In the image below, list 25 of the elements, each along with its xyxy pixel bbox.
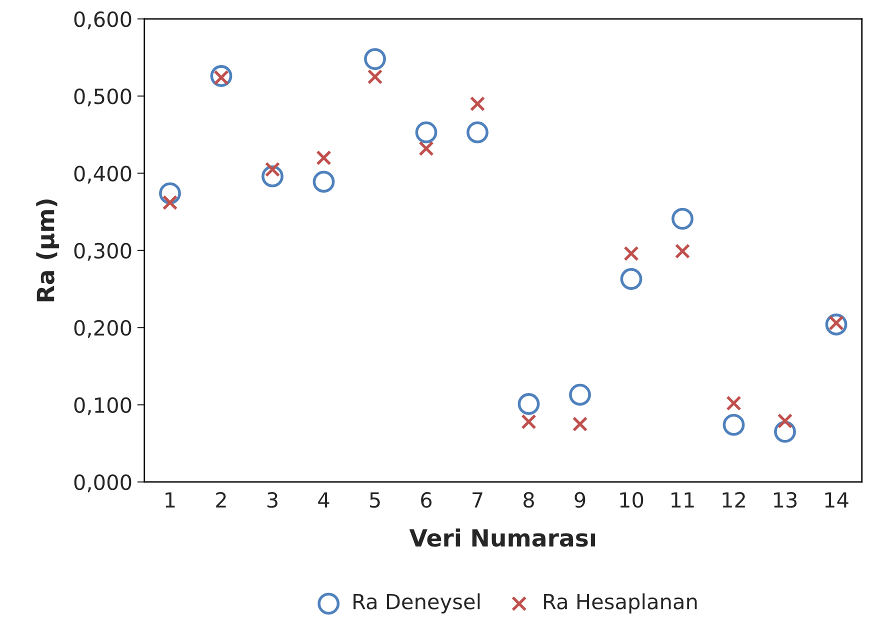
x-tick-label: 12	[722, 492, 745, 508]
x-axis-title: Veri Numarası	[409, 528, 596, 547]
x-tick-label: 2	[216, 492, 226, 508]
x-tick-label: 10	[620, 492, 644, 508]
x-tick-label: 13	[774, 492, 797, 508]
x-tick-label: 6	[421, 492, 432, 508]
x-tick-label: 3	[267, 492, 278, 508]
x-tick-label: 7	[472, 492, 482, 508]
y-tick-label: 0,300	[74, 242, 132, 261]
x-tick-label: 8	[524, 492, 534, 508]
y-tick-label: 0,200	[74, 320, 132, 338]
legend-label: Ra Deneysel	[354, 593, 480, 614]
x-tick-label: 14	[825, 492, 848, 508]
y-tick-label: 0,600	[74, 11, 132, 30]
x-tick-label: 4	[318, 492, 330, 508]
y-tick-label: 0,000	[74, 474, 132, 492]
x-tick-label: 1	[166, 492, 175, 508]
x-tick-label: 11	[672, 492, 694, 508]
x-tick-label: 9	[574, 492, 586, 508]
x-tick-label: 5	[370, 492, 380, 508]
y-tick-label: 0,100	[74, 397, 132, 416]
y-tick-label: 0,500	[74, 88, 132, 106]
legend-label: Ra Hesaplanan	[544, 593, 697, 614]
y-tick-label: 0,400	[74, 166, 132, 184]
y-axis-title: Ra (µm)	[36, 200, 60, 302]
